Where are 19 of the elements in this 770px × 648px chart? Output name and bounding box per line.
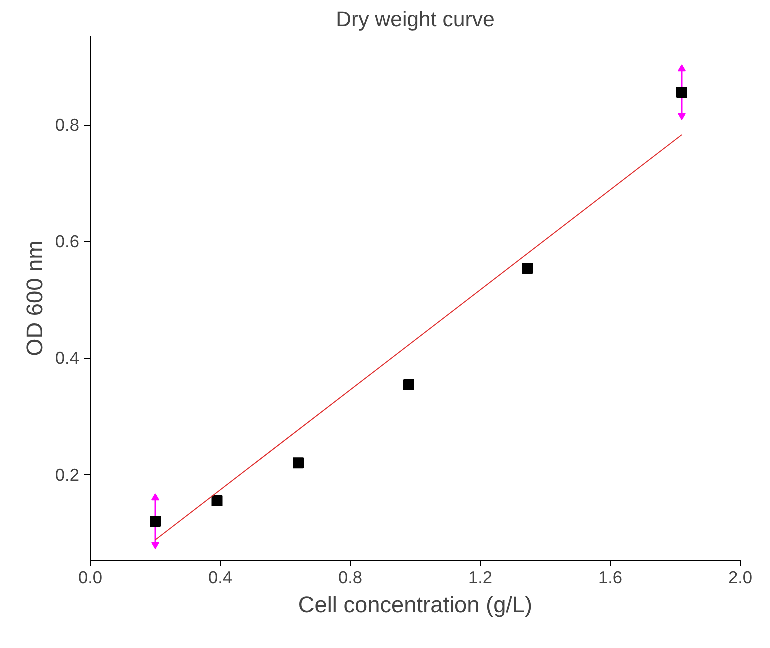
x-tick-label: 2.0 xyxy=(728,568,753,588)
y-tick-label: 0.6 xyxy=(55,232,80,252)
y-tick-label: 0.2 xyxy=(55,464,80,485)
point xyxy=(293,458,304,469)
x-axis-title: Cell concentration (g/L) xyxy=(298,592,533,618)
x-tick-label: 1.6 xyxy=(598,568,623,588)
x-tick-label: 0.8 xyxy=(338,568,363,588)
x-tick-label: 0.4 xyxy=(208,568,233,588)
point xyxy=(150,516,161,527)
chart-title: Dry weight curve xyxy=(336,8,495,32)
y-axis-title: OD 600 nm xyxy=(21,240,48,356)
point xyxy=(522,262,534,274)
x-tick-label: 0.0 xyxy=(78,568,103,588)
point xyxy=(676,86,688,98)
y-tick-label: 0.4 xyxy=(55,348,80,368)
point xyxy=(212,496,223,507)
point xyxy=(404,380,414,391)
y-tick-label: 0.8 xyxy=(55,115,80,136)
x-tick-label: 1.2 xyxy=(468,568,493,588)
